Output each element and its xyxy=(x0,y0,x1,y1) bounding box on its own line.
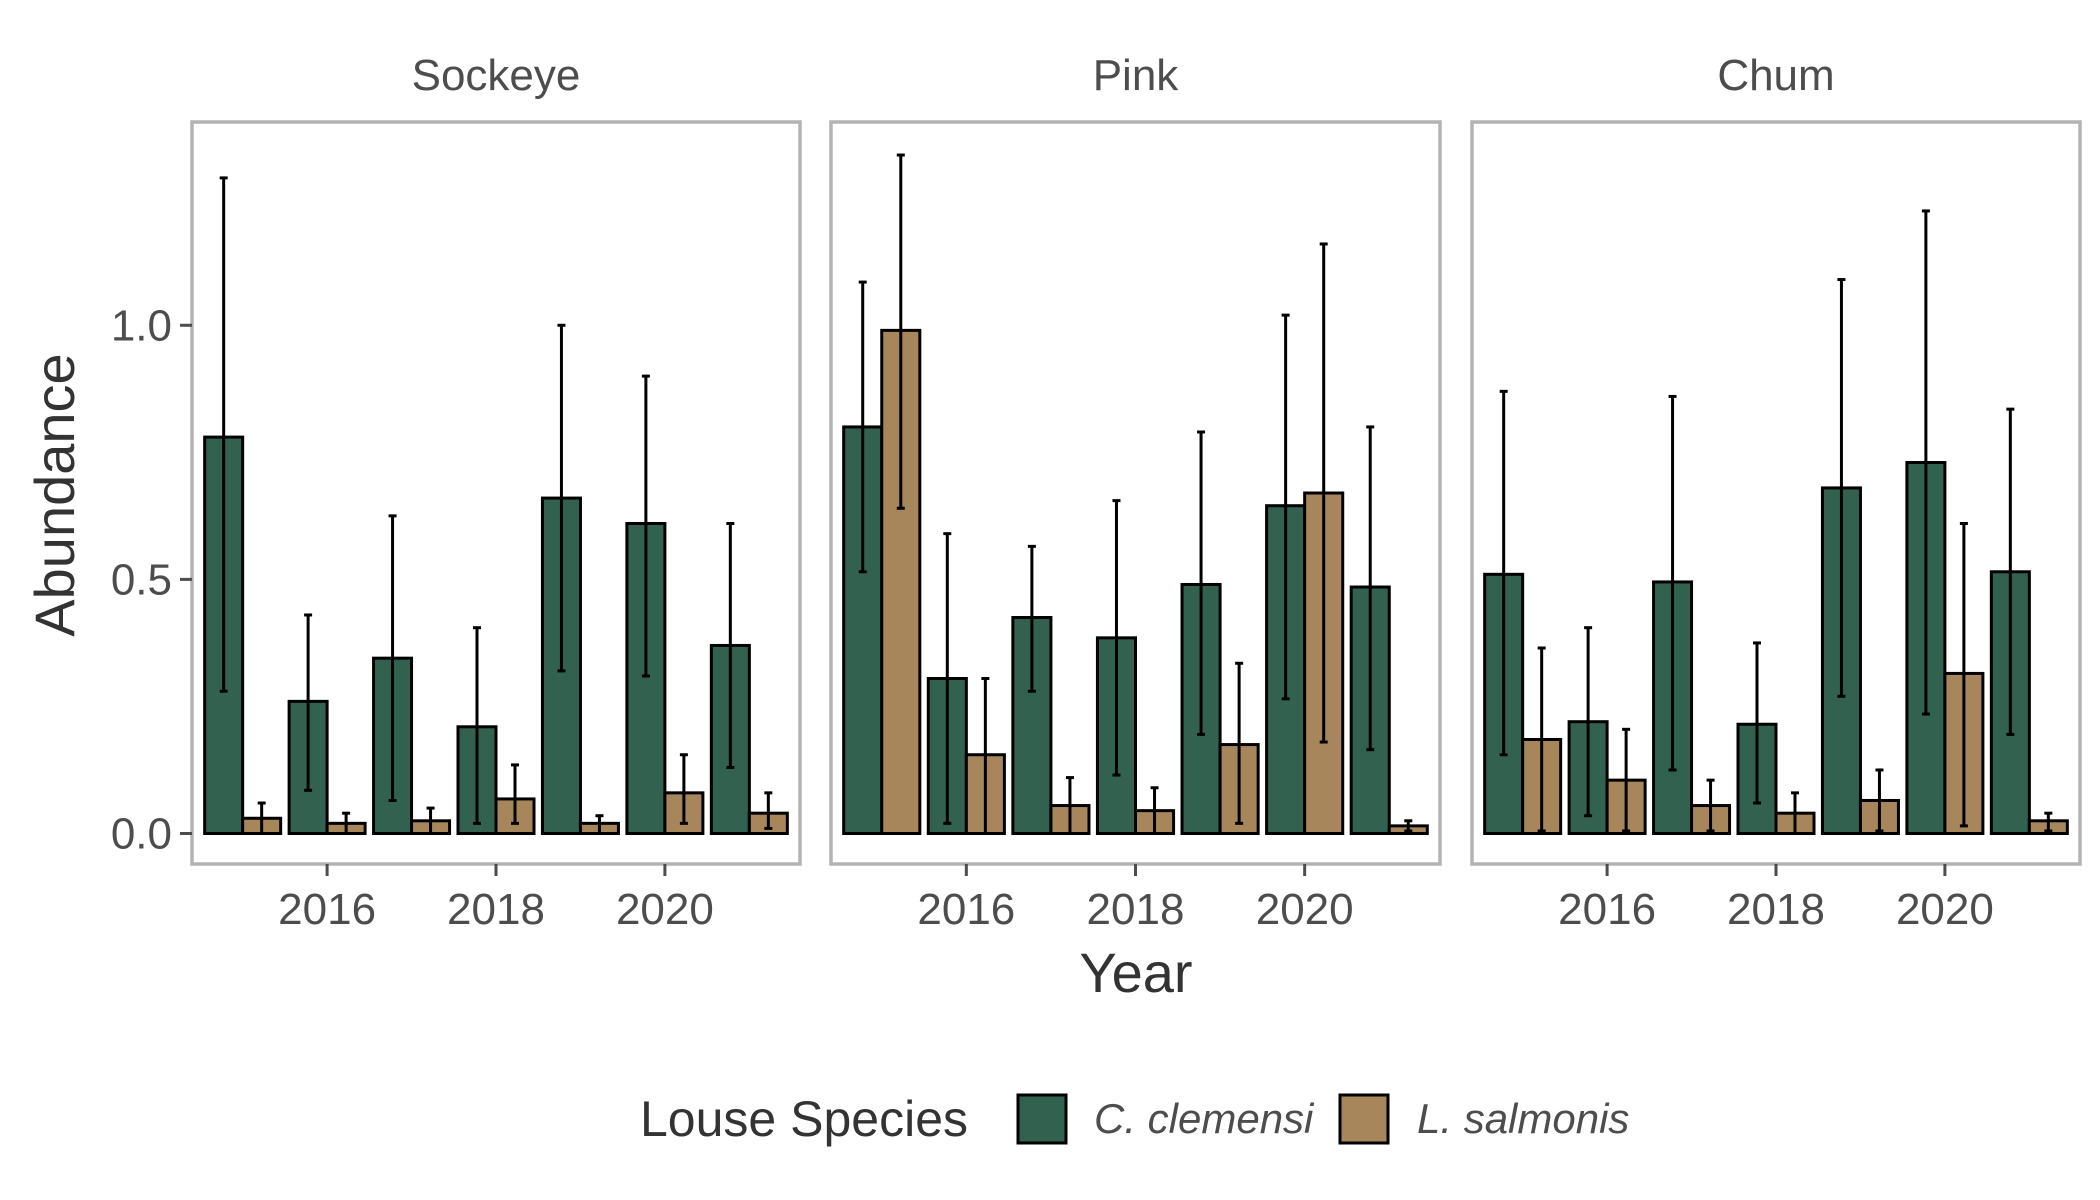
facet-title: Sockeye xyxy=(412,51,581,100)
error-bar xyxy=(1537,646,1546,833)
error-bar xyxy=(1499,389,1508,757)
error-bar xyxy=(1197,430,1206,736)
error-bar xyxy=(1319,242,1328,744)
error-bar xyxy=(1150,786,1159,836)
facet-pink: Pink 2016 2018 2020 xyxy=(829,51,1442,934)
error-bar xyxy=(1065,776,1074,836)
error-bar xyxy=(342,811,351,836)
error-bar xyxy=(2006,407,2015,736)
x-axis-title: Year xyxy=(1079,941,1192,1004)
error-bar xyxy=(1366,425,1375,752)
facet-title: Pink xyxy=(1093,51,1180,100)
legend-title: Louse Species xyxy=(640,1091,968,1147)
y-tick-label: 0.0 xyxy=(111,810,172,859)
facet-title: Chum xyxy=(1717,51,1834,100)
error-bar xyxy=(679,753,688,825)
error-bar xyxy=(426,806,435,836)
x-tick-label: 2016 xyxy=(917,885,1015,934)
error-bar xyxy=(1281,313,1290,701)
error-bar xyxy=(595,814,604,836)
error-bar xyxy=(388,514,397,802)
x-tick-label: 2018 xyxy=(447,885,545,934)
error-bar xyxy=(557,323,566,673)
legend: Louse Species C. clemensi L. salmonis xyxy=(640,1091,1629,1147)
error-bar xyxy=(1791,791,1799,836)
x-tick-label: 2020 xyxy=(616,885,714,934)
facet-sockeye: Sockeye 2016 2018 2020 0.0 0.5 1.0 xyxy=(111,51,802,934)
x-tick-label: 2020 xyxy=(1256,885,1354,934)
error-bar xyxy=(257,801,266,836)
x-tick-label: 2016 xyxy=(278,885,376,934)
y-tick-label: 0.5 xyxy=(111,555,172,604)
x-tick-label: 2020 xyxy=(1896,885,1994,934)
legend-swatch xyxy=(1338,1093,1390,1145)
error-bar xyxy=(1404,819,1413,833)
error-bar xyxy=(1668,394,1677,772)
x-tick-label: 2018 xyxy=(1087,885,1185,934)
error-bar xyxy=(1875,768,1884,833)
error-bar xyxy=(304,613,313,792)
facet-chum: Chum 2016 2018 2020 xyxy=(1470,51,2082,934)
error-bar xyxy=(2044,811,2053,833)
error-bar xyxy=(726,521,735,769)
error-bar xyxy=(1112,499,1121,777)
error-bar xyxy=(896,153,905,510)
error-bar xyxy=(641,374,650,678)
error-bar xyxy=(981,677,990,836)
error-bar xyxy=(1959,521,1968,828)
error-bar xyxy=(943,532,952,825)
error-bar xyxy=(1837,278,1846,698)
error-bar xyxy=(1027,544,1036,693)
error-bar xyxy=(764,791,773,830)
error-bar xyxy=(1921,209,1930,716)
error-bar xyxy=(1622,727,1631,833)
x-tick-label: 2018 xyxy=(1727,885,1825,934)
legend-swatch xyxy=(1016,1093,1068,1145)
error-bar xyxy=(1706,778,1715,833)
facet-panels: Sockeye 2016 2018 2020 0.0 0.5 1.0 Pink 2016 2018… xyxy=(111,51,2082,934)
error-bar xyxy=(1584,626,1593,818)
error-bar xyxy=(473,626,481,825)
error-bar xyxy=(1235,661,1244,825)
error-bar xyxy=(511,763,519,825)
legend-label: L. salmonis xyxy=(1417,1095,1629,1142)
legend-label: C. clemensi xyxy=(1094,1095,1315,1142)
y-tick-label: 1.0 xyxy=(111,301,172,350)
x-tick-label: 2016 xyxy=(1558,885,1656,934)
y-axis-title: Abundance xyxy=(23,353,86,636)
error-bar xyxy=(1753,641,1761,805)
error-bar xyxy=(219,176,228,693)
error-bar xyxy=(858,280,867,574)
